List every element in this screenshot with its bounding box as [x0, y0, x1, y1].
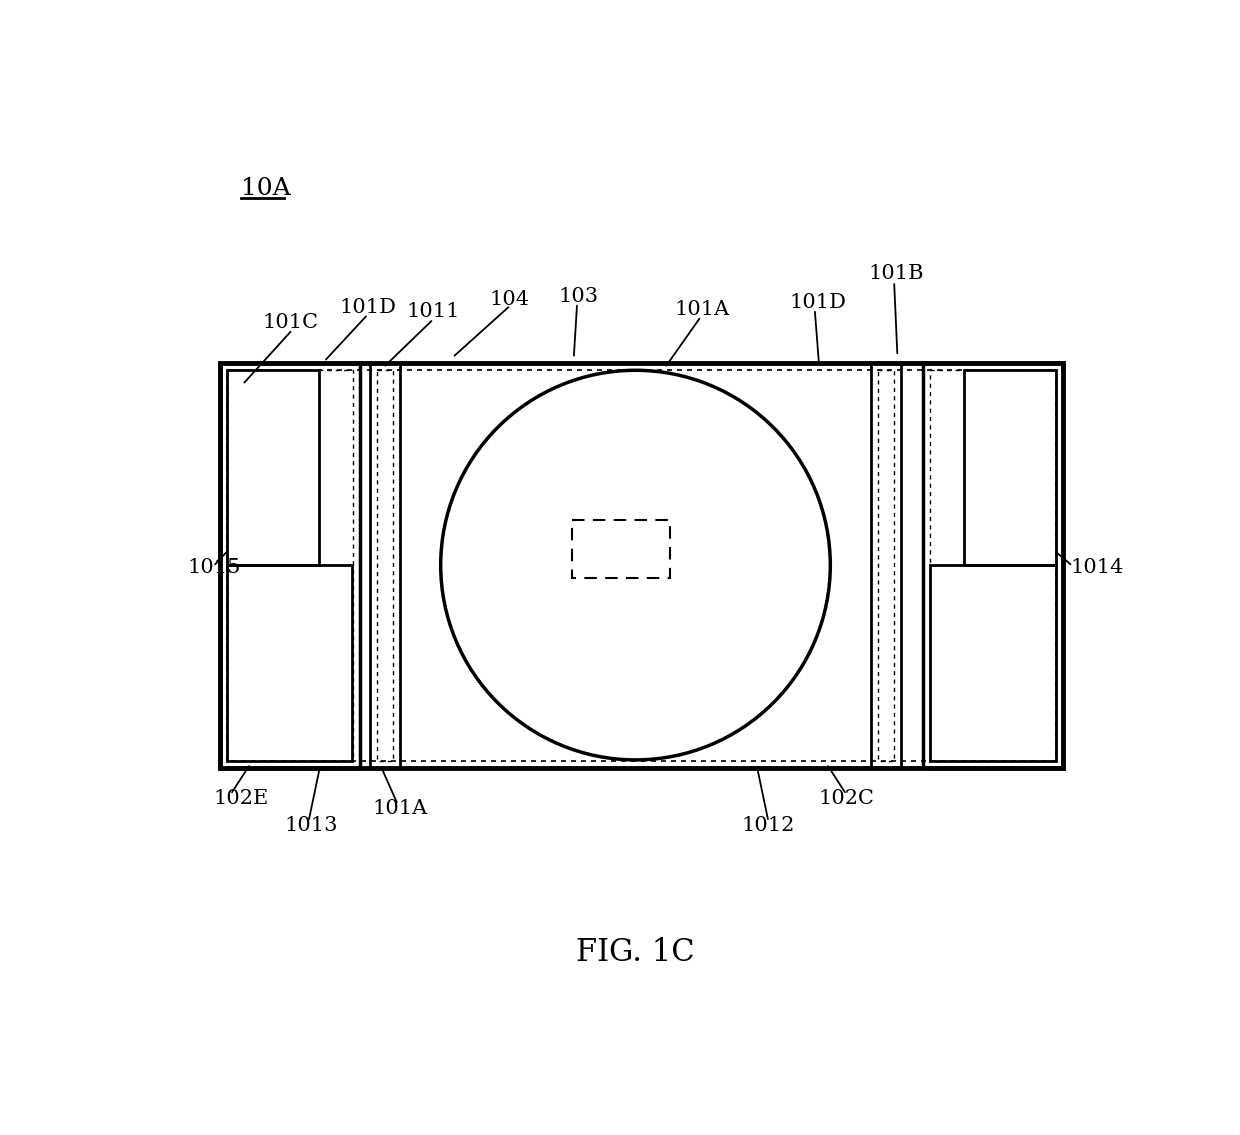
Bar: [227, 370, 353, 760]
Bar: [219, 363, 1063, 767]
Bar: [227, 370, 1056, 760]
Text: 10A: 10A: [242, 177, 291, 200]
Bar: [923, 363, 1063, 767]
Bar: [878, 370, 894, 760]
Bar: [370, 363, 399, 767]
Bar: [930, 565, 1056, 760]
Bar: [227, 565, 352, 760]
Text: 101A: 101A: [675, 300, 729, 319]
Bar: [219, 363, 360, 767]
Bar: [872, 363, 901, 767]
Text: 104: 104: [490, 289, 529, 309]
Text: 101D: 101D: [790, 293, 847, 312]
Text: 1012: 1012: [742, 816, 795, 835]
Bar: [930, 370, 1056, 760]
Text: 1013: 1013: [284, 816, 337, 835]
Text: 101D: 101D: [340, 297, 397, 317]
Text: 103: 103: [558, 287, 599, 305]
Text: 101A: 101A: [372, 799, 428, 818]
Text: 102E: 102E: [213, 789, 269, 808]
Bar: [227, 370, 319, 565]
Text: 102C: 102C: [818, 789, 874, 808]
Text: 101B: 101B: [868, 263, 924, 283]
Text: 101C: 101C: [262, 313, 317, 333]
Text: FIG. 1C: FIG. 1C: [577, 936, 694, 968]
Bar: [963, 370, 1056, 565]
Bar: [377, 370, 393, 760]
Text: 1014: 1014: [1070, 558, 1123, 577]
Bar: [573, 521, 670, 578]
Text: 1011: 1011: [405, 302, 460, 321]
Text: 1015: 1015: [187, 558, 241, 577]
